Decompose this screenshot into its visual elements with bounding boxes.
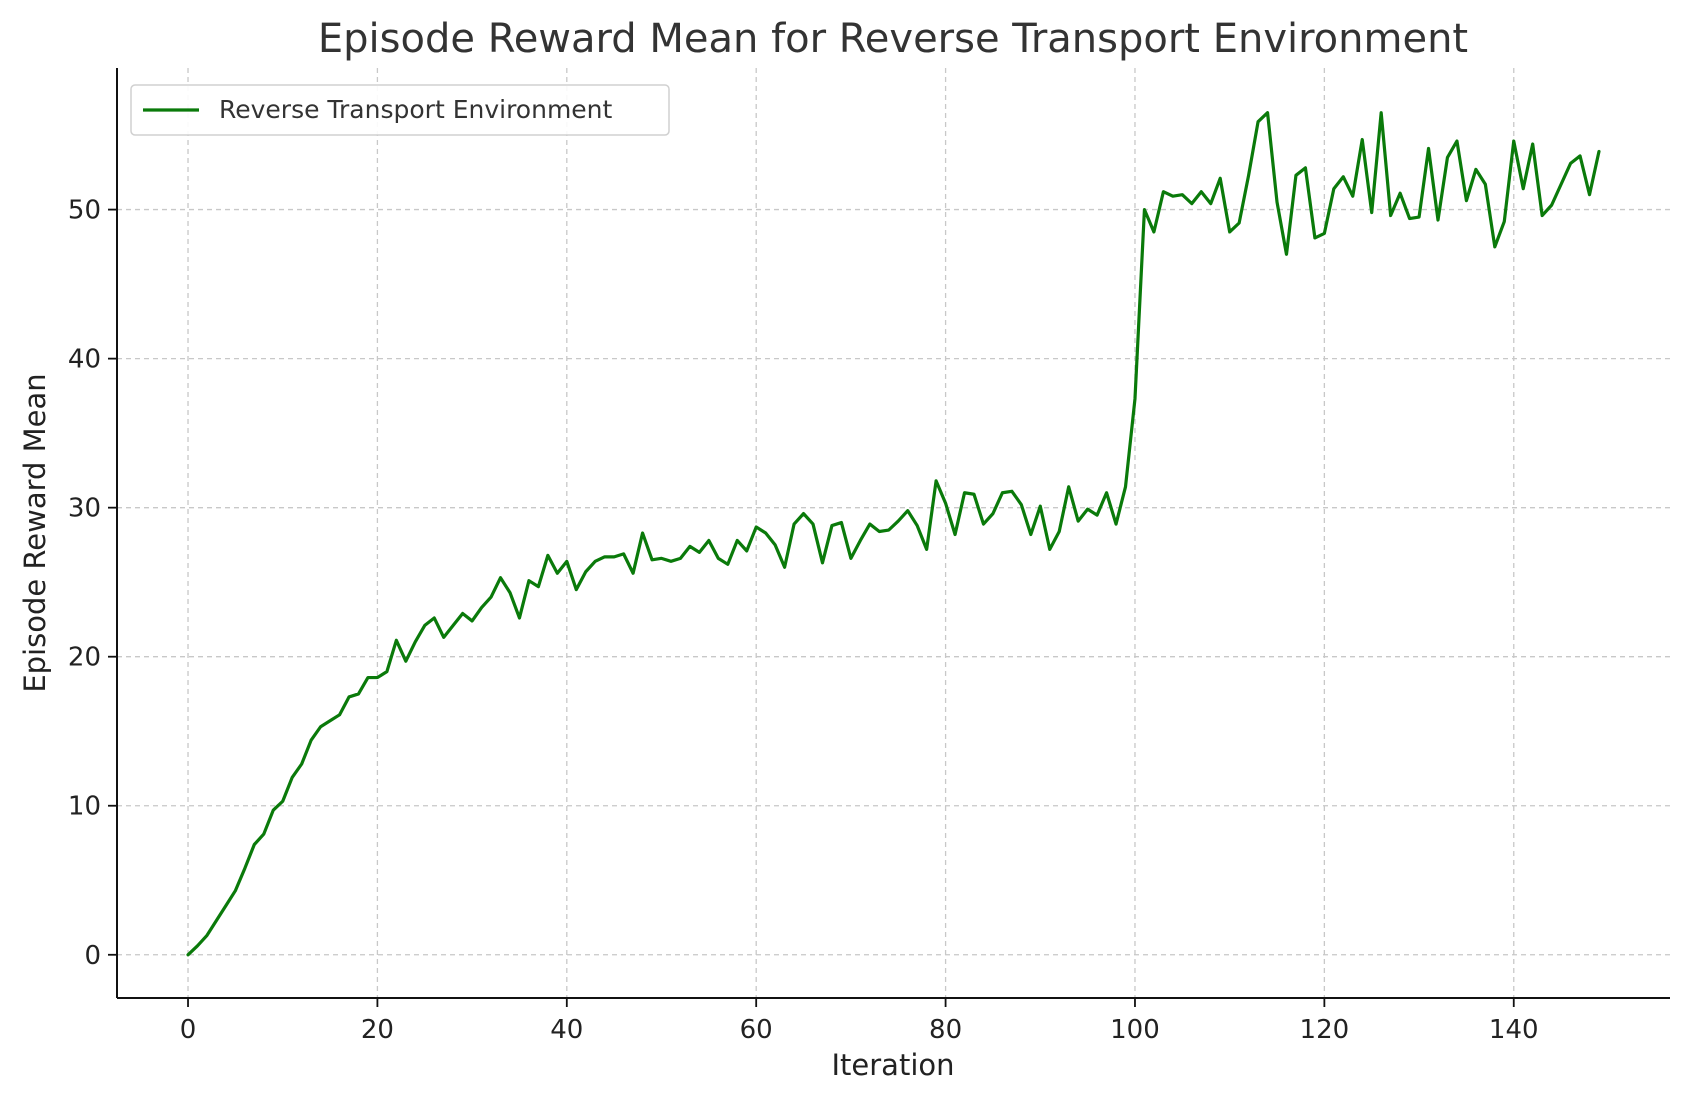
x-tick-label: 100 [1110,1015,1160,1045]
y-tick-label: 10 [68,792,101,822]
x-tick-label: 80 [929,1015,962,1045]
y-tick-label: 50 [68,196,101,226]
x-tick-label: 60 [740,1015,773,1045]
x-tick-label: 0 [180,1015,197,1045]
y-axis-label: Episode Reward Mean [18,373,52,692]
x-tick-label: 40 [550,1015,583,1045]
x-tick-label: 20 [361,1015,394,1045]
x-tick-label: 120 [1300,1015,1350,1045]
legend-box [130,84,670,136]
legend: Reverse Transport Environment [130,84,670,136]
x-axis-label: Iteration [831,1048,954,1082]
legend-label: Reverse Transport Environment [219,95,613,124]
axis-ticks: 0 20 40 60 80 100 120 140 0 10 20 30 40 50 [68,196,1539,1045]
series-line [186,111,1601,957]
chart-title: Episode Reward Mean for Reverse Transpor… [318,16,1468,62]
y-tick-label: 40 [68,345,101,375]
y-tick-label: 20 [68,643,101,673]
x-tick-label: 140 [1489,1015,1539,1045]
grid-lines [117,68,1670,998]
y-tick-label: 0 [84,941,101,971]
y-tick-label: 30 [68,494,101,524]
